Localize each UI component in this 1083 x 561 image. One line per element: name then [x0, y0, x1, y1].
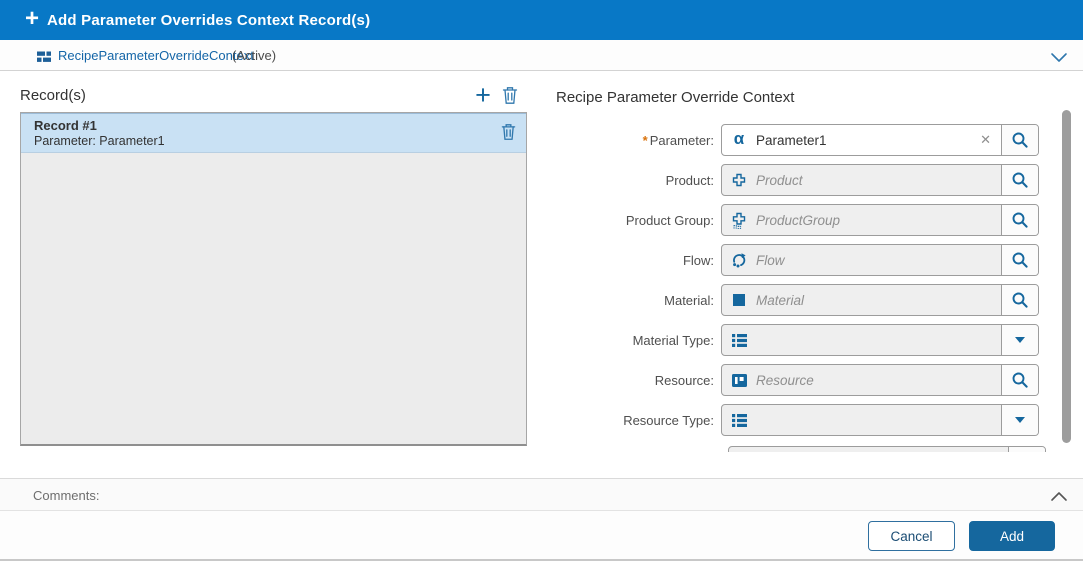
product-group-search-button[interactable]: [1001, 205, 1038, 235]
form-field-parameter: *Parameter: α ✕: [557, 124, 1049, 156]
window-bottom-border: [0, 559, 1083, 561]
material-input[interactable]: [756, 285, 1001, 315]
material-lookup-field: [721, 284, 1039, 316]
record-subtitle: Parameter: Parameter1: [34, 134, 165, 148]
list-icon: [722, 333, 756, 348]
entity-subheader: RecipeParameterOverrideContext (Active): [0, 40, 1083, 71]
form-field-material: Material:: [557, 284, 1049, 316]
product-search-button[interactable]: [1001, 165, 1038, 195]
flow-input[interactable]: [756, 245, 1001, 275]
record-title: Record #1: [34, 118, 97, 133]
trash-icon: [502, 87, 518, 104]
search-icon: [1012, 292, 1028, 308]
search-icon: [1012, 372, 1028, 388]
required-marker: *: [642, 132, 648, 148]
caret-down-icon: [1015, 337, 1025, 343]
dialog-footer: Cancel Add: [0, 511, 1083, 561]
product-icon: [722, 172, 756, 188]
parameter-input[interactable]: [756, 125, 971, 155]
field-label: Material Type:: [632, 332, 714, 348]
resource-icon: [722, 373, 756, 388]
product-group-icon: [722, 212, 756, 229]
form-field-flow: Flow:: [557, 244, 1049, 276]
search-icon: [1012, 252, 1028, 268]
search-icon: [1012, 132, 1028, 148]
field-label: Material:: [664, 292, 714, 308]
entity-name-link[interactable]: RecipeParameterOverrideContext: [58, 47, 254, 63]
flow-icon: [722, 252, 756, 268]
form-field-resource: Resource:: [557, 364, 1049, 396]
resource-type-dropdown-button[interactable]: [1001, 405, 1038, 435]
form-field-product: Product:: [557, 164, 1049, 196]
form-scrollbar-thumb[interactable]: [1062, 110, 1071, 443]
field-label: Resource:: [654, 372, 714, 388]
product-group-lookup-field: [721, 204, 1039, 236]
add-record-button[interactable]: +: [470, 82, 496, 109]
dialog-header: + Add Parameter Overrides Context Record…: [0, 0, 1083, 40]
caret-down-icon: [1015, 417, 1025, 423]
form-panel-title: Recipe Parameter Override Context: [556, 89, 795, 106]
dialog-title: Add Parameter Overrides Context Record(s…: [47, 11, 371, 29]
add-button[interactable]: Add: [969, 521, 1055, 551]
list-icon: [722, 413, 756, 428]
flow-lookup-field: [721, 244, 1039, 276]
field-label: Product Group:: [625, 212, 714, 228]
delete-records-button[interactable]: [502, 86, 518, 108]
product-group-input[interactable]: [756, 205, 1001, 235]
clear-icon[interactable]: ✕: [970, 132, 1001, 148]
form-field-product-group: Product Group:: [557, 204, 1049, 236]
product-lookup-field: [721, 164, 1039, 196]
alpha-icon: α: [733, 129, 745, 148]
entity-icon: [37, 50, 52, 68]
comments-label: Comments:: [33, 487, 100, 503]
chevron-down-icon[interactable]: [1050, 50, 1068, 62]
records-list: Record #1 Parameter: Parameter1: [20, 112, 527, 446]
resource-input[interactable]: [756, 365, 1001, 395]
parameter-search-button[interactable]: [1001, 125, 1038, 155]
entity-status: (Active): [232, 47, 277, 63]
record-list-item[interactable]: Record #1 Parameter: Parameter1: [21, 113, 526, 153]
partial-next-field: [728, 446, 1046, 452]
product-input[interactable]: [756, 165, 1001, 195]
search-icon: [1012, 212, 1028, 228]
flow-search-button[interactable]: [1001, 245, 1038, 275]
material-type-dropdown-field: [721, 324, 1039, 356]
field-label: Resource Type:: [623, 412, 714, 428]
delete-record-button[interactable]: [501, 123, 516, 144]
trash-icon: [501, 124, 516, 140]
parameter-lookup-field: α ✕: [721, 124, 1039, 156]
material-icon: [722, 293, 756, 307]
records-panel-title: Record(s): [20, 87, 86, 104]
material-search-button[interactable]: [1001, 285, 1038, 315]
chevron-up-icon[interactable]: [1050, 489, 1068, 501]
comments-section: Comments:: [0, 478, 1083, 511]
field-label: Flow:: [682, 252, 714, 268]
plus-icon: +: [25, 5, 40, 32]
cancel-button[interactable]: Cancel: [868, 521, 955, 551]
form-field-material-type: Material Type:: [557, 324, 1049, 356]
search-icon: [1012, 172, 1028, 188]
field-label: Product:: [665, 172, 714, 188]
resource-type-input[interactable]: [756, 405, 1001, 435]
resource-search-button[interactable]: [1001, 365, 1038, 395]
resource-lookup-field: [721, 364, 1039, 396]
resource-type-dropdown-field: [721, 404, 1039, 436]
form-field-resource-type: Resource Type:: [557, 404, 1049, 436]
field-label: * Parameter:: [642, 132, 714, 148]
material-type-input[interactable]: [756, 325, 1001, 355]
material-type-dropdown-button[interactable]: [1001, 325, 1038, 355]
